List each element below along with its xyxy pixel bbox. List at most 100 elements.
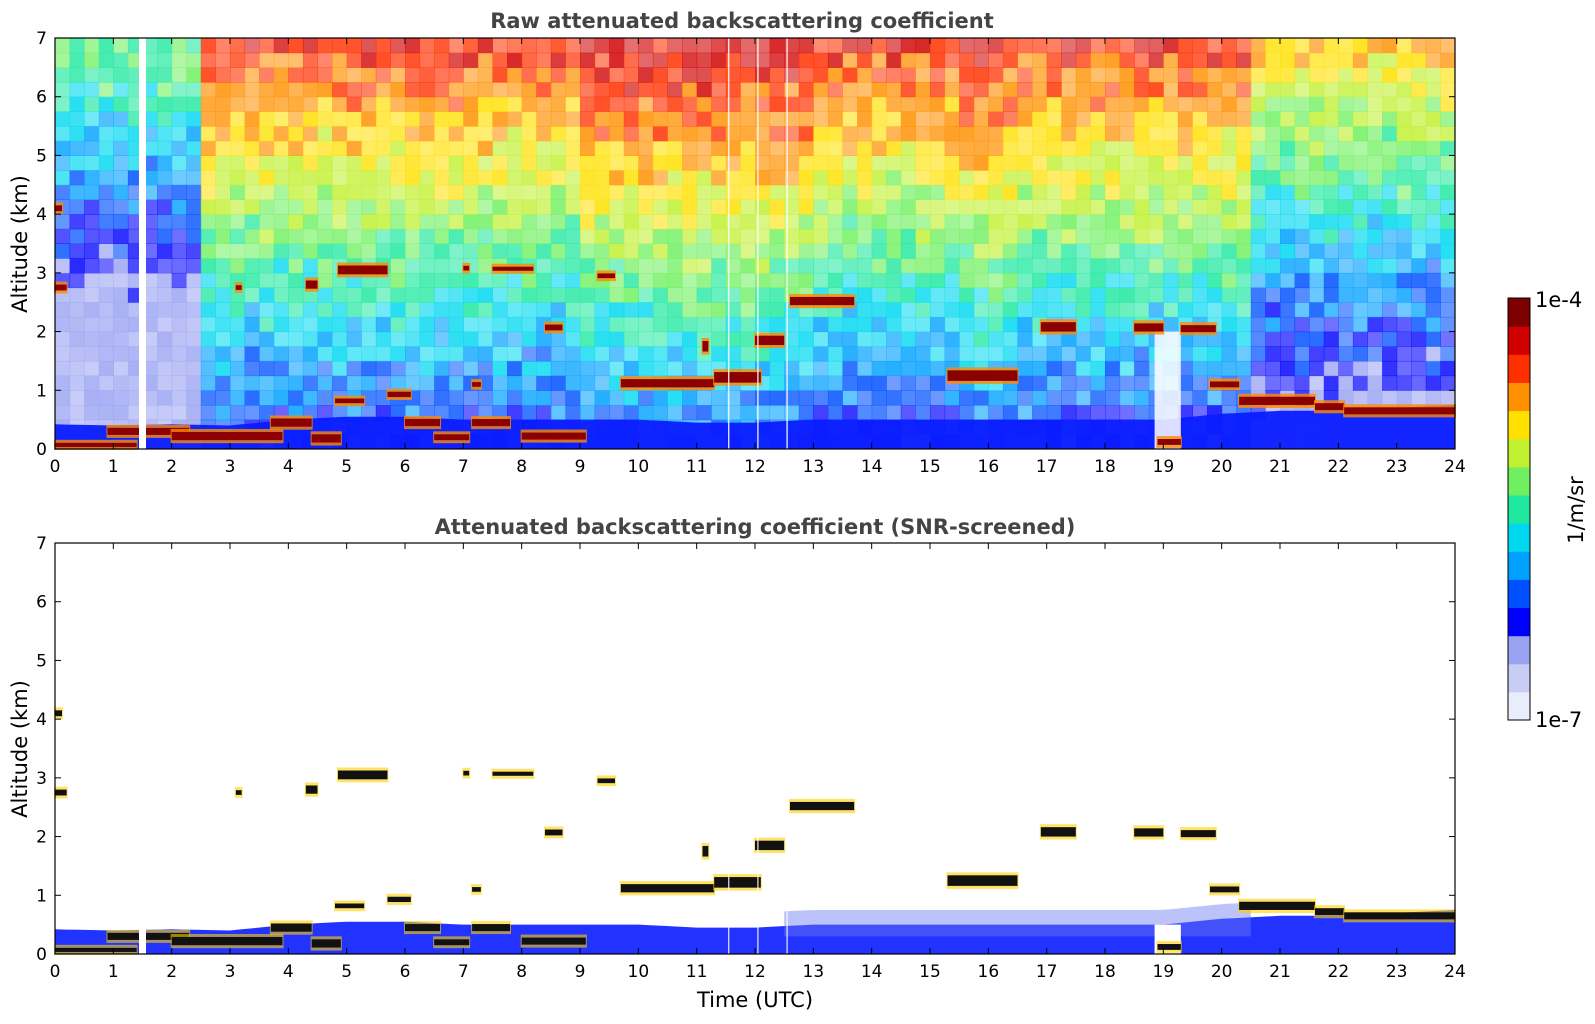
backscatter-cell xyxy=(725,67,741,83)
backscatter-cell xyxy=(230,360,246,377)
backscatter-cell xyxy=(1032,140,1048,156)
backscatter-cell xyxy=(550,52,566,68)
backscatter-cell xyxy=(1280,331,1296,347)
backscatter-cell xyxy=(1411,111,1427,127)
backscatter-cell xyxy=(827,214,843,230)
backscatter-cell xyxy=(492,243,508,259)
backscatter-cell xyxy=(521,405,537,421)
backscatter-cell xyxy=(375,126,391,142)
backscatter-cell xyxy=(1163,316,1179,333)
backscatter-cell xyxy=(1002,82,1018,98)
backscatter-cell xyxy=(1032,390,1048,406)
backscatter-cell xyxy=(200,126,216,142)
backscatter-cell xyxy=(1309,199,1325,215)
backscatter-cell xyxy=(434,390,450,406)
backscatter-cell xyxy=(1017,82,1033,98)
backscatter-cell xyxy=(682,316,698,333)
backscatter-cell xyxy=(973,228,989,244)
backscatter-cell xyxy=(988,184,1004,200)
backscatter-cell xyxy=(186,302,202,318)
backscatter-cell xyxy=(1382,67,1398,83)
backscatter-cell xyxy=(1105,82,1121,98)
backscatter-cell xyxy=(1411,390,1427,406)
backscatter-cell xyxy=(1061,126,1077,142)
backscatter-cell xyxy=(1046,199,1062,215)
backscatter-cell xyxy=(1367,155,1383,171)
backscatter-cell xyxy=(1017,346,1033,362)
backscatter-cell xyxy=(1105,140,1121,156)
backscatter-cell xyxy=(390,214,406,230)
backscatter-cell xyxy=(565,243,581,259)
backscatter-cell xyxy=(798,316,814,333)
x-tick-label: 8 xyxy=(516,962,527,982)
backscatter-cell xyxy=(448,82,464,98)
x-tick-label: 17 xyxy=(1036,962,1058,982)
backscatter-cell xyxy=(1207,272,1223,289)
backscatter-cell xyxy=(959,38,975,54)
backscatter-cell xyxy=(1192,346,1208,362)
backscatter-cell xyxy=(1032,111,1048,127)
backscatter-cell xyxy=(769,258,785,274)
backscatter-cell xyxy=(1236,170,1252,186)
data-gap-line xyxy=(728,38,730,449)
backscatter-cell xyxy=(915,199,931,215)
backscatter-cell xyxy=(1090,346,1106,362)
backscatter-cell xyxy=(1134,184,1150,200)
x-tick-label: 11 xyxy=(686,457,708,477)
cloud-layer xyxy=(1040,322,1076,332)
backscatter-cell xyxy=(1294,360,1310,377)
backscatter-cell xyxy=(477,214,493,230)
backscatter-cell xyxy=(696,96,712,112)
backscatter-cell xyxy=(434,111,450,127)
cloud-layer xyxy=(1040,827,1076,837)
backscatter-cell xyxy=(302,140,318,156)
backscatter-cell xyxy=(332,360,348,377)
backscatter-cell xyxy=(755,302,771,318)
cloud-layer xyxy=(620,379,715,388)
backscatter-cell xyxy=(1425,82,1441,98)
backscatter-cell xyxy=(1323,199,1339,215)
backscatter-cell xyxy=(1177,140,1193,156)
backscatter-cell xyxy=(623,126,639,142)
backscatter-cell xyxy=(1090,184,1106,200)
backscatter-cell xyxy=(507,346,523,362)
backscatter-cell xyxy=(113,316,129,333)
backscatter-cell xyxy=(361,405,377,421)
backscatter-cell xyxy=(857,405,873,421)
backscatter-cell xyxy=(507,243,523,259)
y-tick-label: 4 xyxy=(36,205,47,225)
backscatter-cell xyxy=(288,375,304,391)
backscatter-cell xyxy=(507,82,523,98)
backscatter-cell xyxy=(1280,199,1296,215)
backscatter-cell xyxy=(361,52,377,68)
backscatter-cell xyxy=(857,140,873,156)
backscatter-cell xyxy=(288,170,304,186)
backscatter-cell xyxy=(1440,316,1456,333)
backscatter-cell xyxy=(594,184,610,200)
backscatter-cell xyxy=(1192,140,1208,156)
backscatter-cell xyxy=(1177,272,1193,289)
backscatter-cell xyxy=(157,199,173,215)
backscatter-cell xyxy=(434,272,450,289)
backscatter-cell xyxy=(521,111,537,127)
backscatter-cell xyxy=(784,126,800,142)
cloud-layer xyxy=(1315,908,1345,916)
backscatter-cell xyxy=(1192,302,1208,318)
backscatter-cell xyxy=(98,38,114,54)
backscatter-cell xyxy=(1090,82,1106,98)
backscatter-cell xyxy=(477,258,493,274)
backscatter-cell xyxy=(1396,38,1412,54)
backscatter-cell xyxy=(200,184,216,200)
backscatter-cell xyxy=(871,331,887,347)
backscatter-cell xyxy=(142,375,158,391)
backscatter-cell xyxy=(186,346,202,362)
backscatter-cell xyxy=(1323,67,1339,83)
backscatter-cell xyxy=(55,228,71,244)
backscatter-cell xyxy=(536,52,552,68)
backscatter-cell xyxy=(959,346,975,362)
backscatter-cell xyxy=(521,38,537,54)
colorbar-swatch xyxy=(1508,354,1530,383)
backscatter-cell xyxy=(1221,82,1237,98)
backscatter-cell xyxy=(1265,360,1281,377)
backscatter-cell xyxy=(244,346,260,362)
